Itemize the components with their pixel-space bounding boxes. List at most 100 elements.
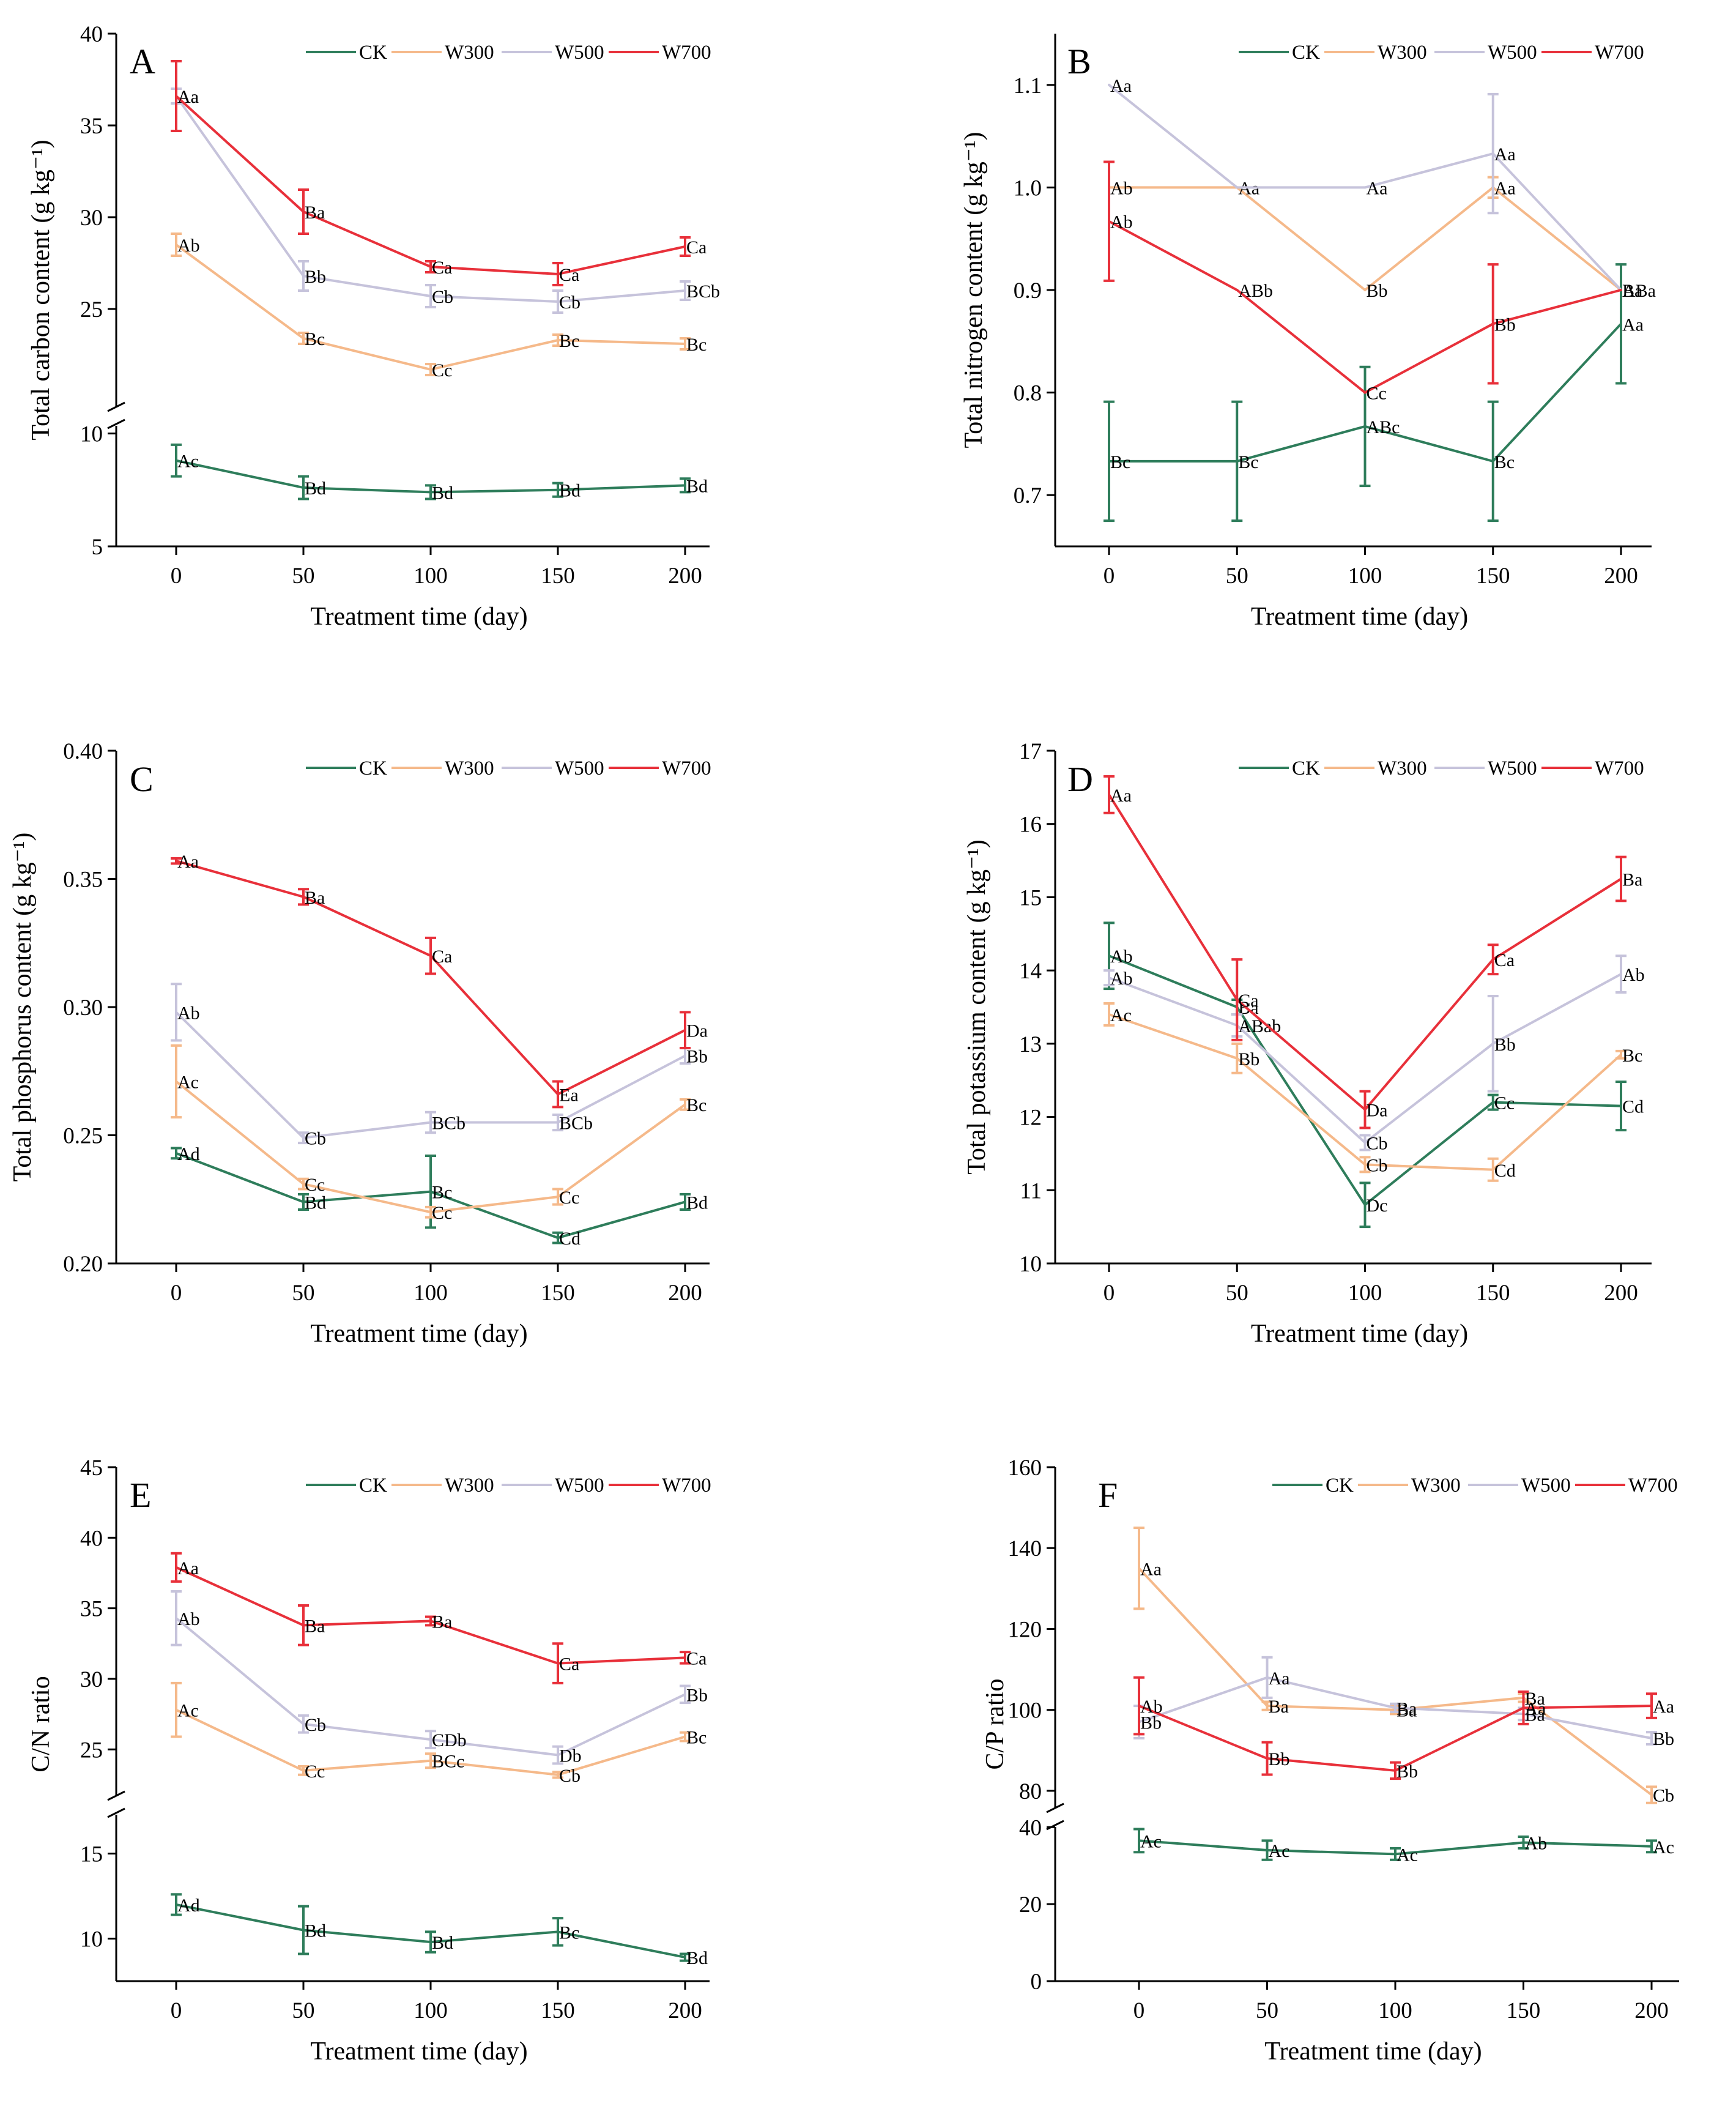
- data-label: Cc: [432, 1203, 452, 1223]
- data-point: [429, 1738, 432, 1741]
- y-tick-label: 80: [1019, 1779, 1042, 1804]
- data-label: Aa: [1367, 178, 1388, 198]
- data-point: [557, 300, 559, 303]
- data-label: Bd: [686, 1192, 708, 1213]
- data-point: [1138, 1705, 1140, 1708]
- legend-label-ck: CK: [1292, 42, 1320, 64]
- data-point: [1108, 220, 1110, 223]
- series-ck: Ad Bd Bd Bc Bd: [171, 1893, 708, 1968]
- series-w300: Ac Cc BCc Cb Bc: [171, 1681, 707, 1786]
- data-label: Ca: [686, 1648, 707, 1668]
- data-label: Bd: [559, 481, 581, 501]
- x-tick-label: 0: [171, 1998, 182, 2023]
- data-point: [1138, 1839, 1140, 1842]
- data-label: Cc: [1367, 384, 1387, 404]
- data-point: [557, 1237, 559, 1240]
- data-point: [175, 459, 177, 462]
- y-tick-label: 0.35: [63, 868, 103, 893]
- data-label: Ac: [177, 1073, 199, 1093]
- data-label: Ab: [1110, 178, 1133, 198]
- y-axis-title: C/P ratio: [981, 1679, 1009, 1770]
- chart-panel-b: 0.7 0.8 0.9 1.0 1.1 0 50 100 150 200 Treatment tim…: [960, 34, 1656, 631]
- y-tick-label: 10: [80, 422, 103, 447]
- data-point: [1491, 322, 1494, 325]
- data-point: [1650, 1845, 1653, 1848]
- data-point: [1650, 1736, 1653, 1739]
- data-label: Ba: [1622, 870, 1642, 890]
- data-point: [302, 275, 305, 277]
- data-label: Bd: [432, 483, 453, 503]
- data-label: Ea: [559, 1085, 579, 1105]
- data-label: Aa: [1140, 1559, 1162, 1579]
- data-point: [1363, 1163, 1367, 1166]
- data-point: [684, 343, 686, 345]
- y-tick-label: 0.7: [1014, 483, 1042, 508]
- data-point: [1620, 322, 1622, 325]
- data-label: Ab: [177, 1003, 200, 1023]
- data-point: [557, 1773, 559, 1776]
- data-point: [302, 1624, 305, 1627]
- y-tick-label: 15: [1019, 885, 1042, 910]
- y-tick-label: 35: [80, 114, 103, 139]
- y-tick-label: 17: [1019, 739, 1042, 764]
- x-tick-label: 200: [1604, 1281, 1638, 1306]
- data-point: [1363, 1141, 1367, 1144]
- y-tick-label: 40: [80, 22, 103, 47]
- y-tick-label: 16: [1019, 813, 1042, 838]
- legend-label-w500: W500: [1488, 42, 1537, 64]
- data-label: Cc: [559, 1188, 579, 1208]
- data-label: ABb: [1238, 281, 1273, 301]
- data-point: [175, 1011, 177, 1014]
- data-label: Cd: [559, 1229, 581, 1249]
- data-point: [302, 1136, 305, 1139]
- series-w700: Aa Ba Ba Ca Ca: [171, 1552, 707, 1684]
- legend-label-ck: CK: [1292, 757, 1320, 779]
- y-axis-title: Total phosphorus content (g kg⁻¹): [9, 833, 37, 1182]
- data-point: [429, 1211, 432, 1214]
- data-point: [429, 295, 432, 297]
- data-point: [1266, 1757, 1269, 1760]
- data-label: Ba: [1269, 1697, 1289, 1717]
- axis-break-mark: [107, 401, 125, 412]
- series-line: [1138, 1705, 1652, 1772]
- y-tick-label: 0.40: [63, 739, 103, 764]
- data-point: [302, 1929, 305, 1932]
- x-tick-label: 100: [414, 1281, 448, 1306]
- data-point: [1491, 1101, 1494, 1104]
- data-label: Bb: [1238, 1049, 1259, 1069]
- data-point: [1620, 877, 1622, 880]
- panel-letter: B: [1067, 42, 1091, 81]
- data-label: Bd: [305, 478, 326, 499]
- y-tick-label: 45: [80, 1456, 103, 1481]
- data-point: [429, 1121, 432, 1124]
- data-label: Aa: [1110, 786, 1132, 806]
- series-line: [1108, 794, 1622, 1112]
- x-tick-label: 100: [414, 1998, 448, 2023]
- y-tick-label: 120: [1008, 1617, 1042, 1642]
- data-point: [1620, 289, 1622, 291]
- legend-label-ck: CK: [359, 1475, 387, 1497]
- series-line: [175, 95, 686, 276]
- data-label: Bc: [432, 1183, 452, 1203]
- data-point: [1108, 459, 1110, 463]
- data-point: [1394, 1769, 1397, 1772]
- data-point: [429, 1941, 432, 1944]
- data-label: Bb: [305, 267, 326, 287]
- data-label: Da: [686, 1021, 708, 1041]
- series-line: [176, 860, 686, 1096]
- data-point: [1363, 1203, 1367, 1207]
- series-w500: Aa Bb Cb Cb BCb: [171, 87, 720, 314]
- data-label: Bb: [1397, 1761, 1418, 1782]
- data-point: [302, 210, 305, 213]
- data-label: Bc: [686, 1095, 707, 1115]
- data-label: Aa: [1525, 1698, 1546, 1719]
- data-point: [1491, 152, 1494, 155]
- data-label: Da: [1367, 1101, 1388, 1121]
- data-label: Ab: [177, 1609, 200, 1629]
- data-label: Aa: [1494, 144, 1516, 165]
- legend-label-w300: W300: [1378, 757, 1427, 779]
- chart-panel-f: 0 20 40 80 100 120 140 160 0 50 100 150 200 Treatment…: [981, 1456, 1679, 2066]
- data-label: Bb: [1367, 281, 1388, 301]
- data-label: Aa: [177, 852, 199, 872]
- data-point: [175, 1151, 177, 1155]
